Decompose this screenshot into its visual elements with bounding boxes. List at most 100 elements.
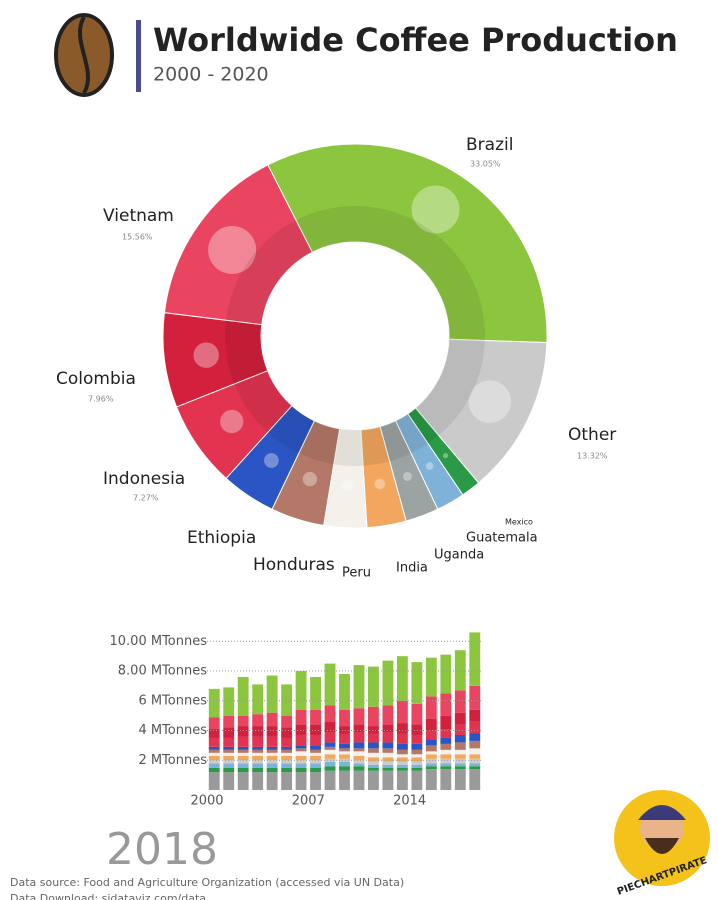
bar-segment xyxy=(310,724,321,735)
bar-segment xyxy=(425,696,437,719)
bar-segment xyxy=(266,736,278,747)
flag-icon xyxy=(193,342,219,368)
flag-icon xyxy=(468,380,512,423)
bar-segment xyxy=(440,715,452,730)
bar-segment xyxy=(411,754,423,758)
bar-segment xyxy=(237,749,249,753)
bar-segment xyxy=(339,770,350,790)
bar-segment xyxy=(411,703,423,725)
x-tick-label: 2007 xyxy=(292,794,325,809)
slice-label: Other xyxy=(568,425,616,445)
bar-segment xyxy=(353,766,365,771)
bar-segment xyxy=(252,746,264,750)
bar-segment xyxy=(425,739,437,746)
bar-segment xyxy=(396,770,408,790)
bar-segment xyxy=(223,727,235,738)
bar-segment xyxy=(310,676,321,710)
bar-segment xyxy=(295,772,307,790)
bar-segment xyxy=(324,663,336,706)
bar-segment xyxy=(469,721,481,734)
bar-segment xyxy=(295,671,307,710)
bar-segment xyxy=(411,749,423,755)
bar-segment xyxy=(454,766,466,770)
bar-segment xyxy=(310,767,321,773)
slice-label: Colombia xyxy=(56,369,136,389)
bar-segment xyxy=(411,734,423,744)
bar-segment xyxy=(223,715,235,728)
bar-segment xyxy=(382,764,394,768)
slice-value-label: 7.96% xyxy=(88,395,114,404)
bar-segment xyxy=(266,772,278,790)
bar-segment xyxy=(454,758,466,764)
bar-segment xyxy=(339,751,350,755)
bar-segment xyxy=(295,767,307,773)
bar-segment xyxy=(440,769,452,790)
bar-segment xyxy=(223,746,235,750)
bar-segment xyxy=(339,709,350,727)
slice-label: Indonesia xyxy=(103,469,185,489)
bar-segment xyxy=(469,685,481,710)
bar-segment xyxy=(310,752,321,756)
bar-segment xyxy=(266,726,278,737)
bar-segment xyxy=(252,684,264,715)
bar-segment xyxy=(252,755,264,761)
bar-segment xyxy=(324,766,336,771)
bar-segment xyxy=(266,749,278,753)
bar-segment xyxy=(339,726,350,734)
bar-segment xyxy=(411,743,423,750)
bar-segment xyxy=(396,733,408,744)
bar-segment xyxy=(454,734,466,743)
bar-segment xyxy=(266,752,278,756)
bar-segment xyxy=(252,736,264,747)
slice-value-label: 13.32% xyxy=(577,452,608,461)
bar-segment xyxy=(252,749,264,753)
bar-segment xyxy=(310,734,321,746)
bar-segment xyxy=(324,754,336,759)
bar-segment xyxy=(382,757,394,762)
bar-segment xyxy=(440,654,452,694)
bar-segment xyxy=(469,763,481,767)
slice-label: Uganda xyxy=(434,548,484,563)
inner-shade xyxy=(225,206,485,466)
bar-segment xyxy=(281,763,293,768)
bar-segment xyxy=(295,724,307,735)
flag-icon xyxy=(411,185,460,234)
bar-segment xyxy=(425,718,437,731)
slice-label: India xyxy=(396,561,428,576)
bar-segment xyxy=(252,763,264,768)
bar-segment xyxy=(281,727,293,738)
brand-logo: PIECHARTPIRATE xyxy=(614,790,710,898)
flag-icon xyxy=(341,480,354,492)
bar-segment xyxy=(310,709,321,725)
bar-segment xyxy=(223,749,235,753)
bar-segment xyxy=(252,752,264,756)
bar-segment xyxy=(440,693,452,716)
bar-segment xyxy=(237,726,249,737)
bar-segment xyxy=(469,709,481,722)
bar-segment xyxy=(454,712,466,725)
y-tick-label: 2 MTonnes xyxy=(138,753,207,768)
bar-segment xyxy=(368,764,379,768)
bar-segment xyxy=(454,763,466,767)
bar-segment xyxy=(281,684,293,716)
slice-label: Honduras xyxy=(253,555,335,575)
bar-segment xyxy=(396,723,408,734)
bar-segment xyxy=(411,767,423,771)
bar-segment xyxy=(310,755,321,761)
title-bar xyxy=(136,20,141,92)
bar-segment xyxy=(281,752,293,756)
y-tick-label: 8.00 MTonnes xyxy=(118,664,207,679)
slice-label: Guatemala xyxy=(466,531,538,546)
bar-segment xyxy=(223,767,235,773)
bar-segment xyxy=(440,737,452,744)
bar-segment xyxy=(281,772,293,790)
bar-segment xyxy=(382,761,394,765)
bar-segment xyxy=(368,726,379,734)
donut-chart: Brazil 33.05% Other 13.32% Mexico Guatemala Ug… xyxy=(56,135,616,581)
year-annotation: 2018 xyxy=(106,824,218,875)
bar-segment xyxy=(425,754,437,759)
flag-icon xyxy=(374,478,386,490)
bar-segment xyxy=(223,772,235,790)
y-tick-label: 10.00 MTonnes xyxy=(110,634,208,649)
